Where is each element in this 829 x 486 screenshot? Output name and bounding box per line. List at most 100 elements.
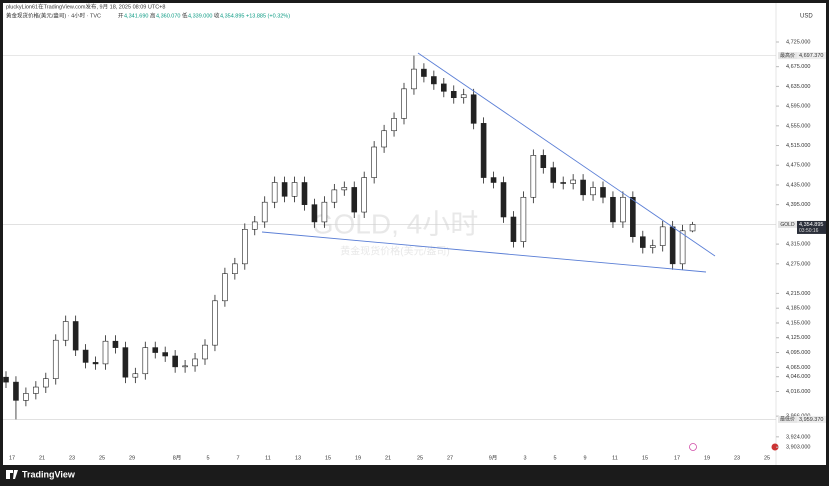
candle-body — [232, 263, 238, 274]
candle-body — [580, 179, 586, 196]
x-tick-label: 21 — [385, 455, 391, 461]
y-tick-label: 3,924.000 — [786, 434, 810, 440]
candle-body — [311, 204, 318, 223]
candle-body — [381, 130, 387, 148]
x-tick-label: 23 — [734, 455, 740, 461]
price-tag-value-box — [797, 415, 826, 423]
y-tick-label: 4,155.000 — [786, 320, 810, 326]
y-tick-label: 4,315.000 — [786, 242, 810, 248]
x-tick-label: 7 — [236, 455, 239, 461]
candle-body — [659, 226, 666, 246]
legend-label: 高 — [150, 11, 156, 19]
y-tick-label: 4,635.000 — [786, 84, 810, 90]
legend-value: 4,341.690 — [124, 13, 148, 19]
x-tick-label: 9月 — [489, 454, 498, 461]
countdown: 03:50:16 — [799, 228, 819, 234]
candle-body — [72, 321, 79, 351]
candle-body — [192, 358, 198, 367]
symbol-title: 黄金现货价格(美元/盎司) · 4小时 · TVC — [6, 11, 101, 19]
y-tick-label: 4,725.000 — [786, 39, 810, 45]
y-tick-label: 4,125.000 — [786, 335, 810, 341]
candle-body — [182, 365, 188, 368]
price-tag-label: GOLD — [780, 222, 795, 228]
x-tick-label: 17 — [9, 455, 15, 461]
candle-body — [470, 94, 477, 124]
candle-body — [391, 118, 397, 132]
legend-label: 低 — [182, 11, 188, 19]
y-tick-label: 4,065.000 — [786, 365, 810, 371]
price-tag-label: 最低价 — [780, 416, 795, 423]
candle-body — [261, 201, 268, 223]
candle-body — [679, 230, 686, 265]
legend-value: 4,339.000 — [188, 13, 212, 19]
candle-body — [361, 177, 368, 213]
y-tick-label: 4,675.000 — [786, 64, 810, 70]
brand: TradingView — [22, 469, 76, 479]
y-tick-label: 4,515.000 — [786, 143, 810, 149]
candle-body — [321, 201, 328, 223]
candle-body — [3, 376, 9, 383]
candle-body — [411, 68, 417, 90]
candle-body — [450, 91, 457, 99]
candle-body — [510, 216, 517, 242]
candle-body — [242, 229, 248, 265]
candle-body — [371, 146, 377, 178]
y-tick-label: 4,595.000 — [786, 104, 810, 110]
candle-body — [331, 189, 338, 203]
x-tick-label: 15 — [642, 455, 648, 461]
trend-line-lower — [261, 231, 707, 273]
x-tick-label: 25 — [99, 455, 105, 461]
legend-label: 收 — [214, 11, 220, 19]
x-tick-label: 5 — [553, 455, 556, 461]
y-tick-label: 3,903.000 — [786, 445, 810, 451]
brand-logo — [6, 470, 18, 479]
y-tick-label: 4,185.000 — [786, 306, 810, 312]
candle-body — [490, 177, 497, 183]
legend-label: 开 — [118, 12, 124, 19]
y-tick-label: 4,016.000 — [786, 389, 810, 395]
x-tick-label: 21 — [39, 455, 45, 461]
y-tick-label: 4,395.000 — [786, 202, 810, 208]
ohlc-legend: 开 4,341.690 高 4,360.070 低 4,339.000 收 4,354.895… — [118, 11, 290, 19]
y-tick-label: 4,046.000 — [786, 374, 810, 380]
candle-body — [23, 393, 29, 401]
x-tick-label: 9 — [583, 455, 586, 461]
candle-body — [550, 167, 557, 183]
candle-body — [62, 321, 69, 341]
candle-body — [122, 347, 129, 378]
candle-body — [152, 347, 159, 353]
x-tick-label: 25 — [764, 455, 770, 461]
legend-value: 4,360.070 — [156, 13, 180, 19]
x-tick-label: 19 — [355, 455, 361, 461]
legend-value: 4,354.895 — [220, 13, 244, 19]
candle-body — [92, 362, 99, 365]
candle-body — [301, 182, 308, 205]
candle-body — [610, 196, 616, 223]
x-tick-label: 27 — [447, 455, 453, 461]
candle-body — [212, 300, 218, 346]
watermark: GOLD, 4小时 — [312, 208, 478, 239]
y-tick-label: 4,275.000 — [786, 261, 810, 267]
candle-body — [52, 339, 59, 379]
event-icon[interactable] — [689, 443, 697, 451]
candle-body — [590, 187, 596, 196]
candle-body — [291, 182, 298, 197]
price-tag-value: 4,697.370 — [799, 53, 823, 59]
x-tick-label: 3 — [523, 455, 526, 461]
plot — [3, 55, 776, 420]
candle-body — [271, 182, 278, 203]
candle-body — [172, 355, 178, 368]
flag-icon[interactable] — [771, 443, 779, 451]
price-tag-value: 3,959.370 — [799, 417, 823, 423]
candle-body — [341, 187, 348, 191]
x-tick-label: 5 — [206, 455, 209, 461]
watermark-sub: 黄金现货价格(美元/盎司) — [340, 245, 449, 258]
y-tick-label: 4,435.000 — [786, 182, 810, 188]
y-tick-label: 4,475.000 — [786, 163, 810, 169]
x-tick-label: 23 — [69, 455, 75, 461]
candle-body — [431, 76, 437, 85]
candle-body — [281, 182, 288, 197]
candle-body — [480, 123, 487, 178]
